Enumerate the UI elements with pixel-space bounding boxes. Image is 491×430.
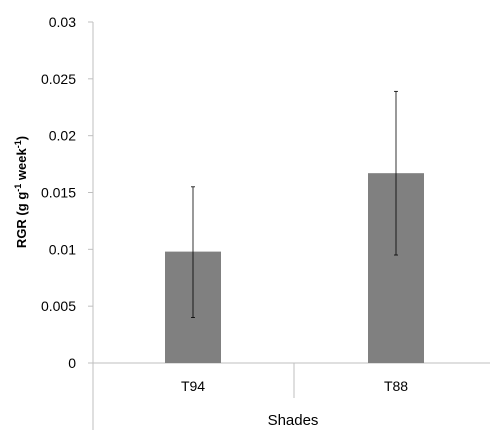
- y-axis-title-part-3: ): [14, 136, 29, 140]
- y-tick-label: 0.02: [49, 128, 76, 144]
- x-axis: T94 T88: [93, 362, 490, 398]
- y-tick-label: 0.025: [41, 71, 76, 87]
- y-axis-title-part-1: RGR (g g: [14, 192, 29, 248]
- y-axis-title: RGR (g g-1 week-1): [13, 136, 29, 248]
- bars: [165, 173, 424, 363]
- y-axis: 0 0.005 0.01 0.015 0.02 0.025 0.03: [41, 14, 94, 430]
- y-axis-title-sup-1: -1: [13, 184, 23, 192]
- x-tick-label: T88: [384, 378, 408, 394]
- y-tick-label: 0.005: [41, 298, 76, 314]
- error-bars: [191, 90, 398, 318]
- x-tick-label: T94: [181, 378, 205, 394]
- y-tick-label: 0: [68, 355, 76, 371]
- y-axis-title-sup-2: -1: [13, 140, 23, 148]
- y-axis-title-part-2: week: [14, 148, 29, 184]
- x-axis-title: Shades: [268, 412, 319, 429]
- y-tick-label: 0.03: [49, 14, 76, 30]
- y-tick-label: 0.015: [41, 185, 76, 201]
- y-tick-label: 0.01: [49, 241, 76, 257]
